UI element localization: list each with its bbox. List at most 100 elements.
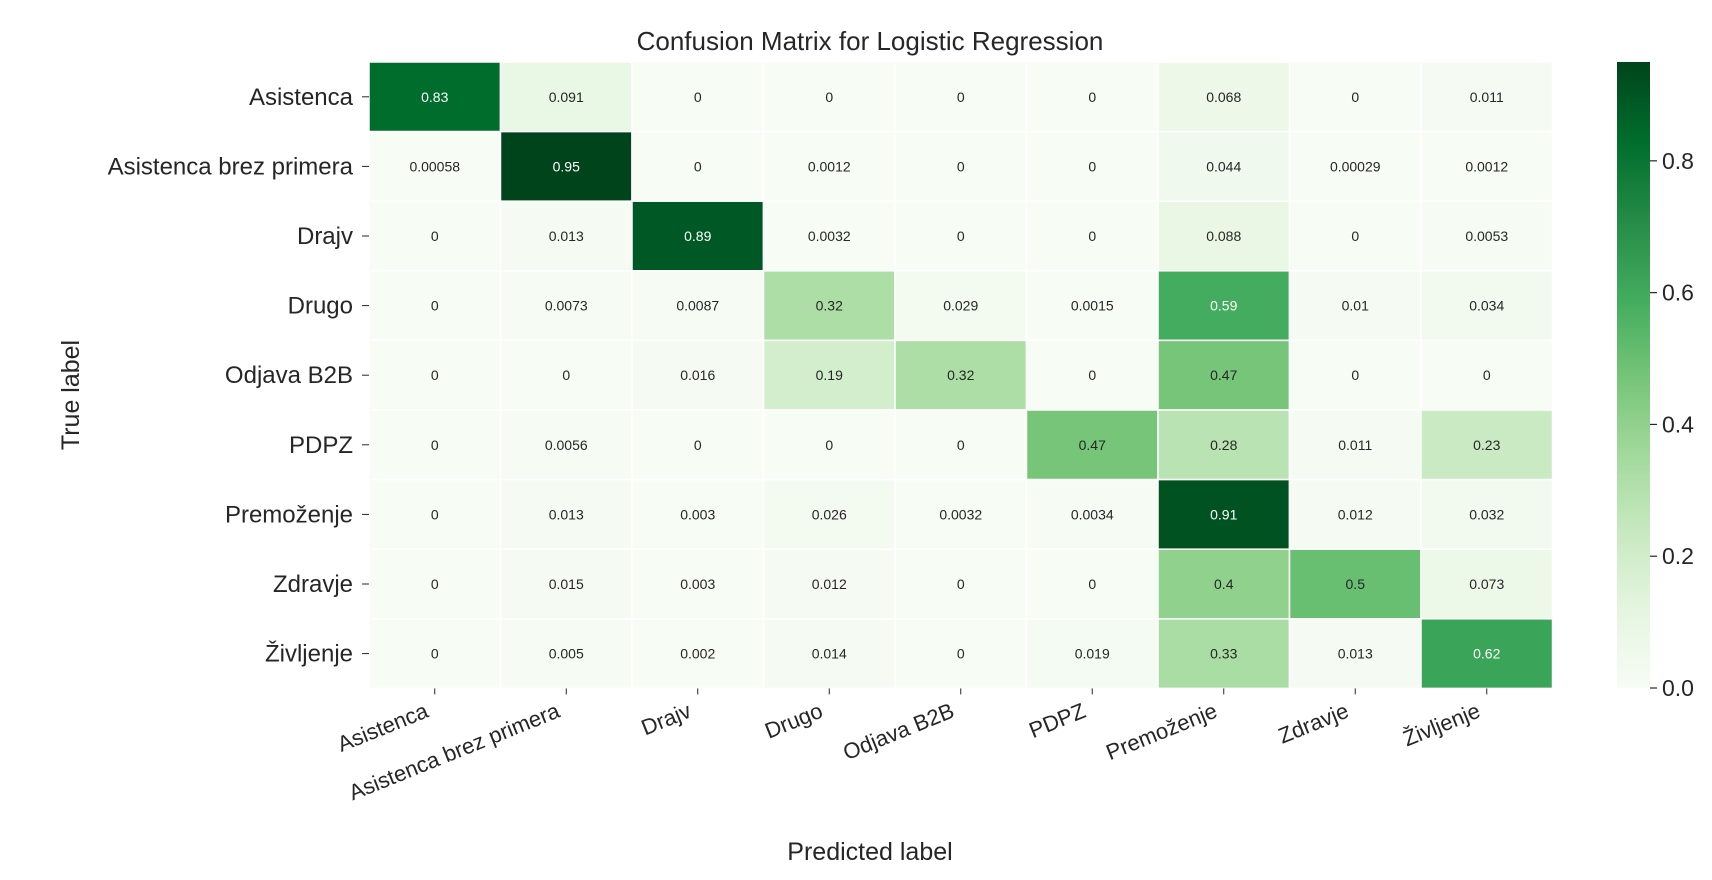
heatmap-cell — [368, 130, 502, 202]
heatmap-cell — [368, 339, 502, 411]
heatmap-cell — [1157, 130, 1291, 202]
heatmap-cell — [1420, 130, 1554, 202]
cell-value-label: 0.032 — [1469, 506, 1504, 522]
cell-value-label: 0 — [694, 89, 702, 105]
cell-value-label: 0.016 — [680, 367, 715, 383]
chart-title: Confusion Matrix for Logistic Regression — [637, 26, 1104, 56]
column-label: PDPZ — [1025, 698, 1089, 743]
cell-value-label: 0.015 — [549, 576, 584, 592]
cell-value-label: 0 — [1088, 367, 1096, 383]
heatmap-cell — [762, 270, 896, 342]
heatmap-cell — [499, 618, 633, 690]
cell-value-label: 0.0012 — [1465, 158, 1508, 174]
cell-value-label: 0.013 — [1338, 646, 1373, 662]
cell-value-label: 0.47 — [1210, 367, 1237, 383]
heatmap-cell — [631, 548, 765, 620]
row-label: Življenje — [265, 641, 353, 668]
cell-value-label: 0 — [431, 576, 439, 592]
colorbar-tick-label: 0.4 — [1662, 411, 1694, 437]
colorbar-tick-label: 0.2 — [1662, 543, 1694, 569]
colorbar — [1617, 62, 1650, 688]
heatmap-cell — [499, 478, 633, 550]
cell-value-label: 0 — [431, 298, 439, 314]
heatmap-cell — [631, 61, 765, 133]
row-label: Drajv — [297, 223, 353, 250]
cell-value-label: 0.89 — [684, 228, 711, 244]
cell-value-label: 0.95 — [553, 158, 580, 174]
heatmap-cell — [1420, 200, 1554, 272]
heatmap-cell — [1420, 548, 1554, 620]
row-label: Asistenca — [249, 84, 354, 111]
cell-value-label: 0.01 — [1342, 298, 1369, 314]
cell-value-label: 0 — [957, 228, 965, 244]
cell-value-label: 0.011 — [1338, 437, 1372, 453]
cell-value-label: 0 — [1351, 367, 1359, 383]
heatmap-cell — [499, 200, 633, 272]
row-label: Drugo — [288, 293, 353, 320]
cell-value-label: 0 — [1088, 228, 1096, 244]
cell-value-label: 0 — [825, 437, 833, 453]
heatmap-cell — [1025, 409, 1159, 481]
column-label: Drugo — [761, 698, 826, 744]
heatmap-cell — [368, 200, 502, 272]
cell-value-label: 0 — [1088, 576, 1096, 592]
cell-value-label: 0.32 — [947, 367, 974, 383]
cell-value-label: 0.91 — [1210, 506, 1237, 522]
cell-value-label: 0.00029 — [1330, 158, 1381, 174]
cell-value-label: 0.32 — [816, 298, 843, 314]
column-label: Drajv — [638, 698, 695, 740]
heatmap-cell — [368, 548, 502, 620]
row-label: Zdravje — [273, 571, 353, 598]
heatmap-cell — [1288, 409, 1422, 481]
colorbar-ticks: 0.0 0.2 0.4 0.6 0.8 — [1650, 148, 1694, 701]
cell-value-label: 0.026 — [812, 506, 847, 522]
heatmap-cell — [499, 409, 633, 481]
row-label: Asistenca brez primera — [108, 153, 354, 180]
cell-value-label: 0.0034 — [1071, 506, 1114, 522]
cell-value-label: 0.034 — [1469, 298, 1504, 314]
row-labels: Asistenca Asistenca brez primera Drajv Drug… — [108, 84, 369, 668]
cell-value-label: 0 — [957, 576, 965, 592]
heatmap-cell — [894, 478, 1028, 550]
cell-value-label: 0.011 — [1470, 89, 1504, 105]
column-label: Asistenca — [334, 698, 433, 757]
heatmap-cell — [368, 478, 502, 550]
cell-value-label: 0.28 — [1210, 437, 1237, 453]
cell-value-label: 0 — [431, 506, 439, 522]
cell-value-label: 0 — [957, 89, 965, 105]
heatmap-cell — [1025, 61, 1159, 133]
cell-value-label: 0 — [1483, 367, 1491, 383]
cell-value-label: 0.0012 — [808, 158, 851, 174]
cell-value-label: 0.0053 — [1465, 228, 1508, 244]
heatmap-cell — [762, 200, 896, 272]
colorbar-tick-label: 0.0 — [1662, 675, 1694, 701]
cell-value-label: 0.47 — [1079, 437, 1106, 453]
cell-value-label: 0.0056 — [545, 437, 588, 453]
cell-value-label: 0.091 — [549, 89, 584, 105]
heatmap-cell — [762, 339, 896, 411]
cell-value-label: 0 — [957, 437, 965, 453]
cell-value-label: 0.068 — [1206, 89, 1241, 105]
cell-value-label: 0.23 — [1473, 437, 1500, 453]
heatmap-cell — [631, 409, 765, 481]
cell-value-label: 0.019 — [1075, 646, 1110, 662]
x-axis-label: Predicted label — [787, 838, 952, 866]
heatmap-cell — [1157, 339, 1291, 411]
cell-value-label: 0.83 — [421, 89, 448, 105]
cell-value-label: 0.088 — [1206, 228, 1241, 244]
cell-value-label: 0.33 — [1210, 646, 1237, 662]
heatmap-cell — [368, 409, 502, 481]
cell-value-label: 0.013 — [549, 228, 584, 244]
cell-value-label: 0 — [431, 437, 439, 453]
heatmap-cell — [631, 130, 765, 202]
heatmap-cell — [631, 200, 765, 272]
cell-value-label: 0 — [1088, 158, 1096, 174]
heatmap-cell — [1420, 339, 1554, 411]
cell-value-label: 0.003 — [680, 576, 715, 592]
column-label: Premoženje — [1102, 698, 1220, 765]
cell-value-label: 0.012 — [812, 576, 847, 592]
row-label: PDPZ — [289, 432, 353, 459]
cell-value-label: 0 — [1351, 89, 1359, 105]
cell-value-label: 0.00058 — [409, 158, 460, 174]
